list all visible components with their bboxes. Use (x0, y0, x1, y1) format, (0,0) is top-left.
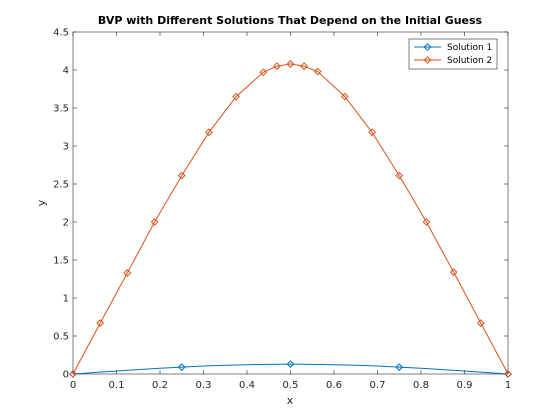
series-line-solution-2 (72, 63, 509, 375)
y-tick-label: 2 (63, 218, 69, 229)
y-tick-label: 1.5 (53, 256, 69, 267)
data-point-solution-2 (123, 269, 132, 277)
axis-ticks: 0 0.1 0.2 0.3 0.4 0.5 0.6 0.7 0.8 0.9 1 0 0.5 1 1.5 2 2.… (53, 28, 511, 392)
y-tick-label: 0.5 (53, 332, 69, 343)
x-tick-label: 0 (70, 380, 76, 391)
x-tick-label: 0.6 (326, 380, 342, 391)
x-tick-label: 0.4 (239, 380, 255, 391)
y-axis-label: y (35, 199, 48, 206)
x-tick-label: 0.8 (413, 380, 429, 391)
data-point-solution-2 (286, 60, 295, 68)
data-point-solution-2 (340, 92, 349, 101)
data-point-solution-1 (395, 363, 404, 372)
data-point-solution-2 (422, 218, 431, 226)
data-point-solution-2 (150, 218, 159, 226)
y-tick-label: 2.5 (53, 180, 69, 191)
data-point-solution-2 (205, 128, 213, 137)
axes-box (72, 31, 509, 375)
x-tick-label: 0.2 (152, 380, 168, 391)
legend-marker-solution-1 (423, 43, 432, 51)
plot-area: 0 0.1 0.2 0.3 0.4 0.5 0.6 0.7 0.8 0.9 1 0 0.5 1 1.5 2 2.… (53, 28, 512, 392)
legend-marker-solution-2 (423, 56, 432, 64)
data-point-solution-2 (449, 268, 458, 277)
y-tick-label: 1 (63, 294, 69, 305)
series-markers (69, 60, 512, 378)
legend-label-solution-1: Solution 1 (447, 43, 492, 53)
series-line-solution-1 (72, 363, 509, 375)
data-point-solution-2 (259, 68, 268, 77)
x-tick-label: 0.3 (196, 380, 212, 391)
data-point-solution-2 (476, 319, 485, 327)
x-axis-label: x (287, 394, 294, 407)
data-point-solution-2 (96, 319, 105, 327)
series-lines (72, 63, 509, 375)
legend: Solution 1 Solution 2 (408, 38, 498, 70)
x-tick-label: 0.9 (457, 380, 473, 391)
legend-label-solution-2: Solution 2 (447, 56, 492, 66)
data-point-solution-1 (286, 360, 295, 369)
data-point-solution-2 (504, 370, 512, 378)
x-tick-label: 0.7 (370, 380, 386, 391)
chart-title: BVP with Different Solutions That Depend… (98, 14, 483, 27)
data-point-solution-2 (272, 62, 281, 71)
data-point-solution-2 (368, 128, 376, 137)
data-point-solution-2 (232, 92, 241, 101)
data-point-solution-2 (313, 67, 322, 76)
data-point-solution-2 (69, 370, 77, 378)
data-point-solution-1 (177, 363, 186, 372)
x-tick-label: 0.1 (109, 380, 125, 391)
x-tick-label: 1 (505, 380, 511, 391)
data-point-solution-2 (177, 171, 186, 180)
y-tick-label: 4 (63, 66, 69, 77)
y-tick-label: 0 (63, 370, 69, 381)
x-tick-label: 0.5 (283, 380, 299, 391)
legend-box (408, 38, 498, 70)
y-tick-label: 3 (63, 142, 69, 153)
y-tick-label: 4.5 (53, 28, 69, 39)
data-point-solution-2 (395, 171, 404, 180)
y-tick-label: 3.5 (53, 104, 69, 115)
data-point-solution-2 (300, 62, 309, 71)
